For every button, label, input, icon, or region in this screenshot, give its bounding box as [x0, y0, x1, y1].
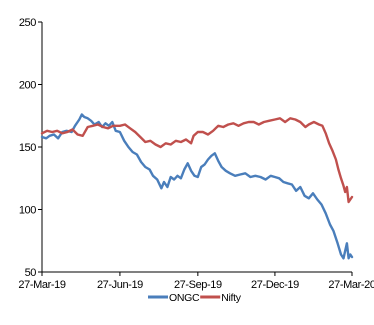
series-line-nifty — [40, 117, 354, 204]
y-tick-label: 100 — [19, 205, 36, 217]
x-tick-label: 27-Jun-19 — [97, 279, 143, 291]
y-axis: 50 100 150 200 250 — [19, 17, 43, 279]
y-tick-label: 200 — [19, 80, 36, 92]
x-tick-label: 27-Dec-19 — [251, 279, 299, 291]
x-tick-label: 27-Mar-20 — [328, 279, 374, 291]
y-tick-label: 150 — [19, 142, 36, 154]
series-line-ongc — [40, 113, 354, 260]
legend: ONGC Nifty — [148, 292, 242, 304]
y-tick-label: 50 — [25, 267, 37, 279]
y-tick-label: 250 — [19, 17, 36, 29]
legend-label-nifty: Nifty — [221, 292, 242, 304]
series-layer — [40, 113, 354, 260]
legend-label-ongc: ONGC — [169, 292, 200, 304]
x-tick-label: 27-Sep-19 — [174, 279, 222, 291]
x-tick-label: 27-Mar-19 — [18, 279, 65, 291]
x-axis: 27-Mar-19 27-Jun-19 27-Sep-19 27-Dec-19 27-M… — [18, 271, 374, 291]
